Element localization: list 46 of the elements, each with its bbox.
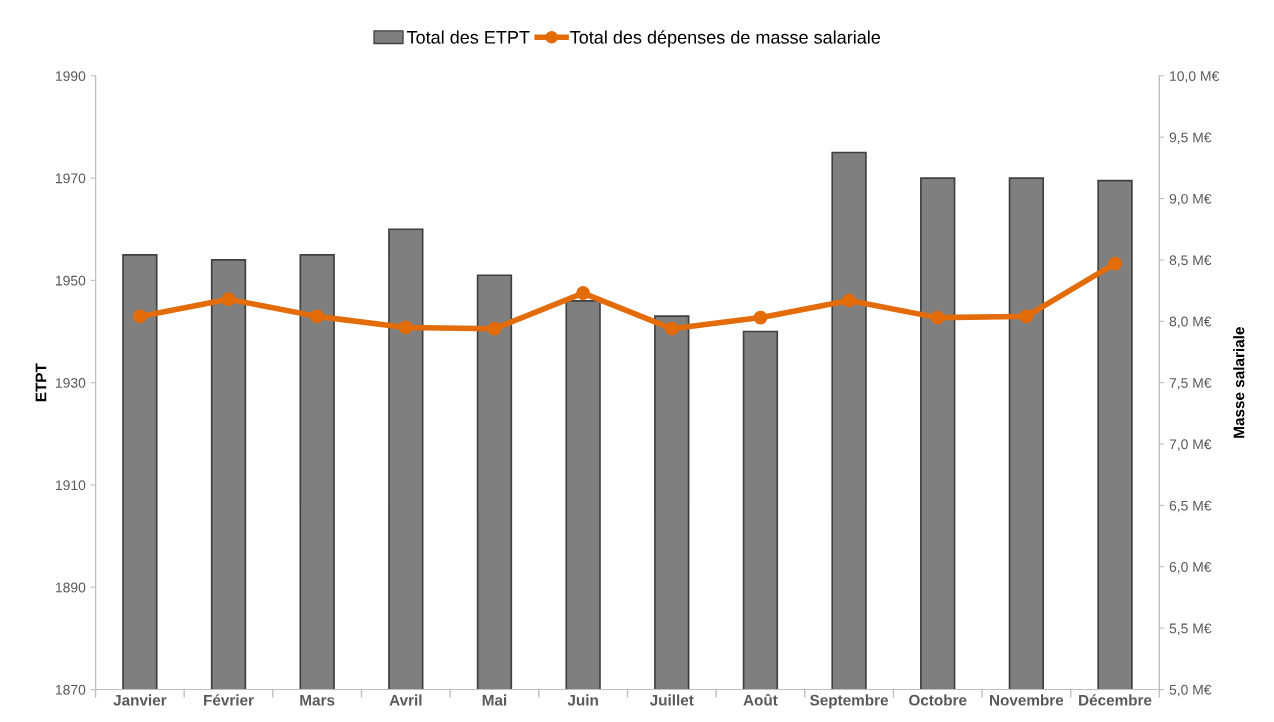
point (930, 310, 945, 325)
y2-tick-label: 7,0 M€ (1169, 439, 1212, 451)
x-tick-label: Avril (389, 694, 422, 706)
point (753, 310, 768, 325)
legend-label: Total des ETPT (406, 30, 530, 44)
y-tick-label: 1870 (55, 684, 86, 695)
y-tick-label: 1910 (55, 480, 86, 491)
y2-tick-label: 8,5 M€ (1169, 255, 1212, 267)
point (842, 293, 857, 308)
y2-tick-label: 10,0 M€ (1170, 71, 1220, 83)
y2-tick-label: 5,0 M€ (1169, 684, 1212, 697)
y2-tick-label: 8,0 M€ (1169, 316, 1212, 329)
y-tick-label: 1930 (55, 377, 86, 388)
x-tick-label: Août (743, 694, 778, 706)
point (221, 292, 236, 307)
x-tick-label: Décembre (1079, 694, 1152, 706)
x-tick-label: Juillet (649, 694, 694, 706)
y-tick-label: 1950 (55, 275, 86, 286)
point (398, 320, 413, 335)
x-tick-label: Septembre (810, 694, 889, 709)
x-tick-label: Novembre (990, 694, 1064, 706)
y-tick-label: 1970 (55, 173, 86, 184)
point (487, 321, 502, 336)
point (576, 286, 591, 301)
point (1019, 309, 1034, 324)
x-tick-label: Mars (300, 694, 335, 706)
y-tick-label: 1890 (55, 582, 86, 593)
x-tick-label: Juin (567, 694, 598, 706)
y2-tick-label: 6,5 M€ (1169, 500, 1212, 513)
point (1108, 256, 1122, 271)
y2-tick-label: 9,0 M€ (1169, 193, 1212, 206)
point (132, 309, 147, 324)
y-axis-title: ETPT (35, 363, 47, 402)
y2-axis-title: Masse salariale (1233, 327, 1245, 438)
y-tick-label: 1990 (55, 71, 86, 81)
y2-tick-label: 9,5 M€ (1169, 132, 1212, 144)
x-tick-label: Octobre (909, 694, 967, 706)
x-tick-label: Mai (482, 694, 507, 706)
x-tick-label: Février (204, 694, 254, 706)
y2-tick-label: 7,5 M€ (1169, 377, 1212, 390)
point (664, 321, 679, 336)
legend-label: Total des dépenses de masse salariale (570, 30, 881, 48)
point (310, 309, 325, 324)
y2-tick-label: 6,0 M€ (1169, 562, 1212, 574)
x-tick-label: Janvier (113, 694, 167, 706)
y2-tick-label: 5,5 M€ (1169, 623, 1212, 635)
